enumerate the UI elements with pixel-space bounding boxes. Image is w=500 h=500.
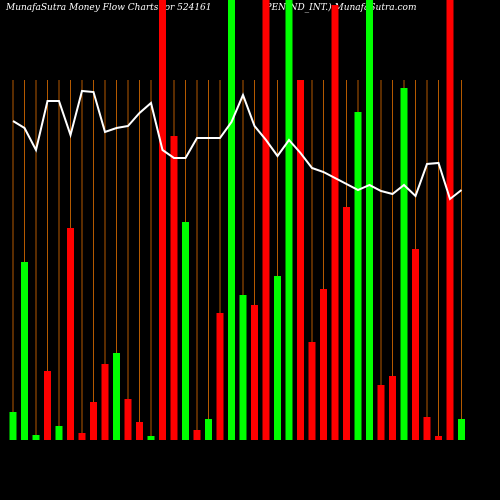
- bar: [21, 262, 28, 440]
- bar: [32, 435, 40, 440]
- bar: [159, 0, 166, 440]
- bar: [170, 136, 178, 440]
- bar: [400, 88, 408, 440]
- bar: [228, 0, 235, 440]
- bar: [366, 0, 373, 440]
- bar: [193, 430, 201, 440]
- bar: [78, 433, 86, 440]
- bar: [446, 0, 454, 440]
- bar: [389, 376, 396, 440]
- bar: [285, 0, 293, 440]
- bar: [343, 207, 350, 440]
- bar: [239, 295, 247, 440]
- bar: [412, 249, 419, 440]
- bar: [458, 419, 465, 440]
- bar: [90, 402, 97, 440]
- bar: [251, 305, 258, 440]
- bar: [216, 313, 224, 440]
- bar: [182, 222, 189, 440]
- bar: [205, 419, 212, 440]
- chart-title: MunafaSutra Money Flow Charts for 524161: [5, 3, 212, 13]
- price-line: [12, 89, 463, 201]
- bar: [101, 364, 109, 440]
- bar: [308, 342, 316, 440]
- bar: [274, 276, 281, 440]
- bar: [44, 371, 51, 440]
- bar: [435, 436, 442, 440]
- bar: [136, 422, 143, 440]
- bar: [67, 228, 74, 440]
- bar: [55, 426, 63, 440]
- bar: [113, 353, 120, 440]
- bar: [9, 412, 17, 440]
- bar: [377, 385, 385, 440]
- bar: [124, 399, 132, 440]
- bar: [320, 289, 327, 440]
- bar: [147, 436, 155, 440]
- bar: [297, 80, 304, 440]
- bar: [331, 5, 339, 440]
- chart-subtitle: (PENIND_INT.) MunafaSutra.com: [262, 2, 416, 13]
- bar: [423, 417, 431, 440]
- bar: [354, 112, 362, 440]
- bar: [262, 0, 270, 440]
